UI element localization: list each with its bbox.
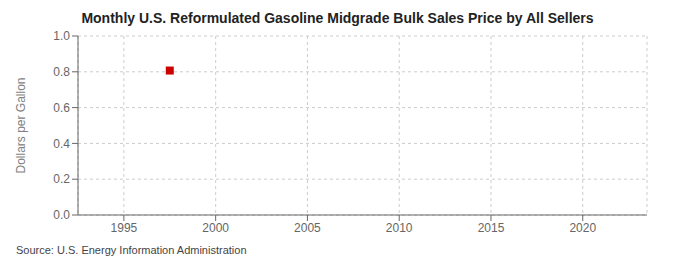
svg-text:2000: 2000	[202, 221, 229, 235]
svg-text:0.0: 0.0	[53, 208, 70, 222]
html-text:Source: U.S. Energy Informatio: Source: U.S. Energy Information Administ…	[16, 244, 247, 256]
svg-text:2005: 2005	[294, 221, 321, 235]
svg-text:0.4: 0.4	[53, 137, 70, 151]
svg-text:Dollars per Gallon: Dollars per Gallon	[14, 77, 28, 173]
svg-text:2020: 2020	[569, 221, 596, 235]
html-text:Monthly U.S. Reformulated Gaso: Monthly U.S. Reformulated Gasoline Midgr…	[81, 10, 594, 26]
svg-text:0.8: 0.8	[53, 65, 70, 79]
svg-text:2015: 2015	[478, 221, 505, 235]
svg-text:2010: 2010	[386, 221, 413, 235]
svg-text:0.2: 0.2	[53, 172, 70, 186]
svg-text:1995: 1995	[111, 221, 138, 235]
svg-text:1.0: 1.0	[53, 29, 70, 43]
svg-text:0.6: 0.6	[53, 101, 70, 115]
